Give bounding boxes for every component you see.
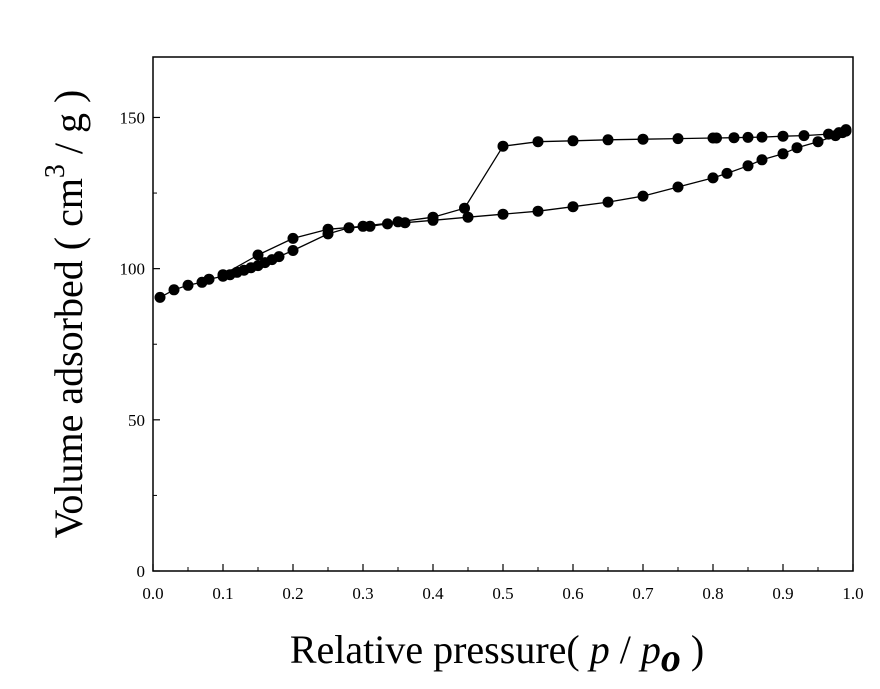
data-point: [777, 148, 789, 160]
data-point: [728, 132, 740, 144]
data-point: [777, 130, 789, 142]
x-axis-ticks: 0.0 0.1 0.2 0.3 0.4 0.5 0.6 0.7 0.8 0.9 1.0: [142, 564, 864, 603]
data-point: [182, 279, 194, 291]
data-series: [154, 124, 852, 303]
x-tick-label: 1.0: [842, 584, 863, 603]
y-axis-label: Volume adsorbed ( cm3 / g ): [40, 90, 91, 539]
x-axis-label-var-p0: p: [638, 627, 661, 672]
data-point: [602, 196, 614, 208]
data-point: [168, 284, 180, 296]
x-axis-label-slash: /: [610, 627, 641, 672]
x-axis-label-main: Relative pressure(: [290, 627, 590, 672]
data-point: [742, 160, 754, 172]
data-point: [567, 201, 579, 213]
x-tick-label: 0.4: [422, 584, 444, 603]
x-axis-label-var-p: p: [587, 627, 610, 672]
x-tick-label: 0.8: [702, 584, 723, 603]
x-tick-label: 0.9: [772, 584, 793, 603]
data-point: [427, 211, 439, 223]
x-axis-label-subscript: o: [661, 635, 681, 680]
data-point: [154, 291, 166, 303]
data-point: [567, 135, 579, 147]
x-tick-label: 0.7: [632, 584, 654, 603]
x-tick-label: 0.6: [562, 584, 583, 603]
data-point: [252, 249, 264, 261]
data-point: [823, 128, 834, 140]
data-point: [672, 133, 684, 145]
data-point: [798, 130, 810, 142]
data-point: [392, 216, 404, 228]
x-tick-label: 0.3: [352, 584, 373, 603]
data-point: [756, 154, 768, 166]
data-point: [833, 127, 845, 139]
data-point: [742, 131, 754, 143]
data-point: [322, 223, 334, 235]
x-tick-label: 0.5: [492, 584, 513, 603]
y-tick-label: 50: [128, 411, 145, 430]
data-point: [672, 181, 684, 193]
x-tick-label: 0.0: [142, 584, 163, 603]
data-point: [287, 245, 299, 256]
series-line-desorption: [222, 130, 847, 276]
y-tick-label: 100: [120, 260, 146, 279]
data-point: [203, 273, 215, 285]
data-point: [217, 269, 229, 281]
data-point: [707, 132, 719, 144]
y-axis-label-unit: / g ): [46, 90, 91, 164]
y-tick-label: 0: [137, 562, 146, 581]
x-tick-label: 0.2: [282, 584, 303, 603]
data-point: [721, 167, 733, 179]
data-point: [287, 232, 299, 244]
data-point: [791, 142, 803, 154]
y-axis-ticks: 0 50 100 150: [120, 108, 160, 581]
data-point: [497, 208, 509, 220]
data-point: [497, 140, 509, 152]
y-axis-label-main: Volume adsorbed ( cm: [46, 178, 91, 538]
data-point: [459, 202, 470, 214]
data-point: [602, 134, 614, 146]
data-point: [756, 131, 768, 143]
x-axis-label-close: ): [681, 627, 704, 672]
x-axis-label: Relative pressure( p / po ): [290, 627, 704, 680]
y-axis-label-superscript: 3: [40, 164, 71, 178]
data-point: [462, 211, 474, 223]
y-tick-label: 150: [120, 108, 146, 127]
x-tick-label: 0.1: [212, 584, 233, 603]
data-point: [637, 190, 649, 202]
data-point: [357, 220, 369, 232]
data-point: [812, 136, 824, 148]
data-point: [532, 205, 544, 217]
data-point: [637, 133, 649, 145]
data-point: [532, 136, 544, 148]
data-point: [382, 218, 393, 230]
data-point: [273, 251, 285, 263]
data-point: [707, 172, 719, 184]
